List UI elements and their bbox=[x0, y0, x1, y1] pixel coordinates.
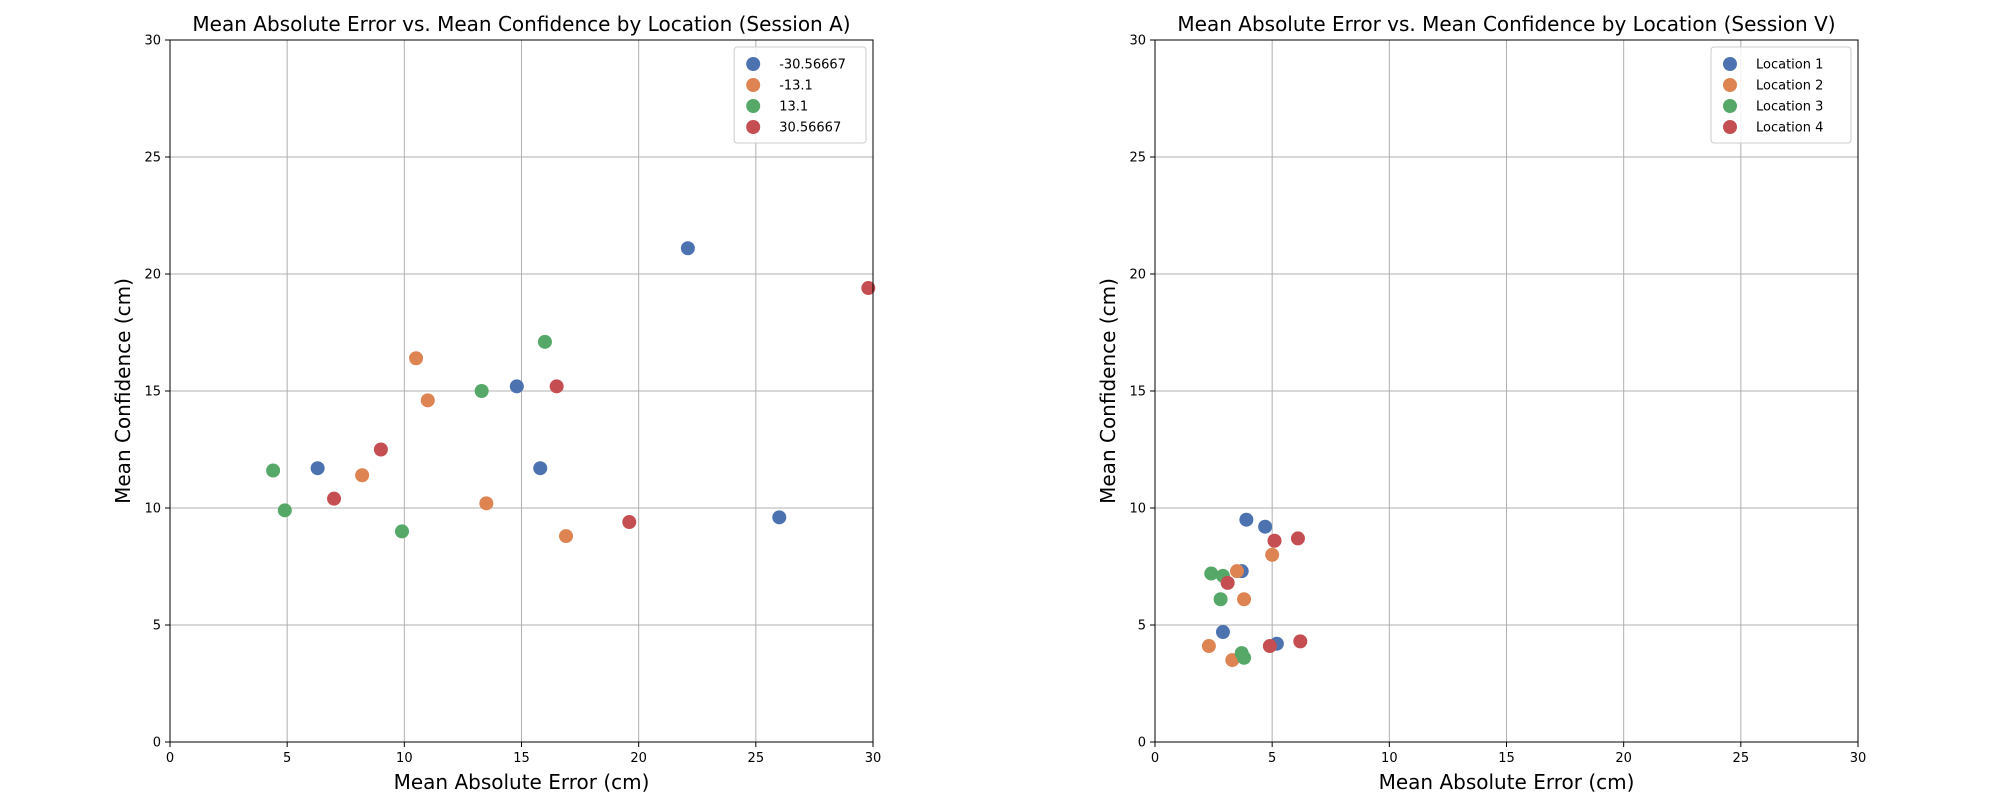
data-point bbox=[533, 461, 548, 476]
x-tick-label: 10 bbox=[396, 751, 413, 766]
y-axis-label: Mean Confidence (cm) bbox=[111, 278, 135, 504]
data-point bbox=[420, 393, 435, 408]
y-tick-label: 5 bbox=[153, 619, 161, 634]
y-tick-label: 0 bbox=[153, 736, 161, 751]
legend-label: Location 2 bbox=[1756, 79, 1823, 94]
data-point bbox=[680, 241, 695, 256]
data-point bbox=[409, 351, 424, 366]
x-tick-label: 15 bbox=[1498, 751, 1515, 766]
data-point bbox=[509, 379, 524, 394]
legend-label: Location 3 bbox=[1756, 100, 1823, 115]
x-tick-label: 25 bbox=[748, 751, 765, 766]
chart-panel-2: 0 5 10 15 20 25 30 0 5 10 15 20 25 30 Mean Absolute Er… bbox=[1096, 12, 1866, 794]
y-tick-label: 30 bbox=[144, 34, 161, 49]
plot-frame bbox=[1154, 39, 1859, 743]
y-tick-label: 15 bbox=[144, 385, 161, 400]
y-tick-label: 10 bbox=[144, 502, 161, 517]
chart-title: Mean Absolute Error vs. Mean Confidence … bbox=[192, 12, 850, 36]
y-tick-label: 5 bbox=[1138, 619, 1146, 634]
legend-label: Location 4 bbox=[1756, 121, 1823, 136]
data-point bbox=[266, 463, 281, 478]
legend-label: Location 1 bbox=[1756, 58, 1823, 73]
y-tick-label: 20 bbox=[1129, 268, 1146, 283]
legend-label: 30.56667 bbox=[779, 121, 841, 136]
x-tick-label: 0 bbox=[1151, 751, 1159, 766]
data-point bbox=[479, 496, 494, 511]
legend: -30.56667 -13.1 13.1 30.56667 bbox=[733, 46, 867, 144]
data-point bbox=[474, 384, 489, 398]
x-axis-label: Mean Absolute Error (cm) bbox=[1379, 770, 1635, 794]
data-point bbox=[1237, 592, 1252, 607]
x-tick-label: 5 bbox=[1268, 751, 1276, 766]
data-point bbox=[1204, 566, 1219, 581]
y-tick-label: 30 bbox=[1129, 34, 1146, 49]
data-point bbox=[1213, 592, 1228, 607]
data-point bbox=[1215, 625, 1230, 640]
x-tick-label: 15 bbox=[513, 751, 530, 766]
x-axis-label: Mean Absolute Error (cm) bbox=[394, 770, 650, 794]
y-tick-label: 0 bbox=[1138, 736, 1146, 751]
data-point bbox=[355, 468, 370, 483]
x-tick-label: 30 bbox=[1850, 751, 1867, 766]
plot-frame bbox=[169, 39, 874, 743]
data-point bbox=[1265, 547, 1280, 562]
legend-label: -30.56667 bbox=[779, 58, 846, 73]
y-tick-label: 25 bbox=[1129, 151, 1146, 166]
x-tick-label: 20 bbox=[630, 751, 647, 766]
legend-box bbox=[1710, 46, 1852, 144]
y-axis-label: Mean Confidence (cm) bbox=[1096, 278, 1120, 504]
data-point bbox=[1201, 639, 1216, 654]
x-tick-label: 0 bbox=[166, 751, 174, 766]
data-point bbox=[559, 529, 574, 544]
data-point bbox=[373, 442, 388, 457]
x-tick-label: 25 bbox=[1733, 751, 1750, 766]
data-point bbox=[1237, 650, 1252, 665]
legend-label: -13.1 bbox=[779, 79, 813, 94]
legend-marker bbox=[746, 78, 761, 92]
data-point bbox=[1220, 575, 1235, 590]
data-point bbox=[861, 281, 876, 296]
legend-marker bbox=[1723, 120, 1737, 134]
data-point bbox=[549, 379, 564, 394]
data-point bbox=[772, 510, 787, 525]
data-point bbox=[1230, 564, 1245, 579]
y-tick-label: 15 bbox=[1129, 385, 1146, 400]
legend-marker bbox=[1723, 57, 1737, 71]
y-tick-label: 10 bbox=[1129, 502, 1146, 517]
legend-marker bbox=[746, 99, 761, 113]
data-point bbox=[1293, 634, 1308, 649]
data-point bbox=[394, 524, 409, 539]
data-point bbox=[1267, 533, 1282, 548]
y-tick-label: 25 bbox=[144, 151, 161, 166]
x-tick-label: 10 bbox=[1381, 751, 1398, 766]
legend-marker bbox=[1723, 99, 1737, 113]
data-point bbox=[1262, 639, 1277, 654]
x-tick-label: 5 bbox=[283, 751, 291, 766]
legend-marker bbox=[1723, 78, 1737, 92]
legend-box bbox=[733, 46, 867, 144]
data-point bbox=[1239, 512, 1254, 527]
data-point bbox=[1290, 531, 1305, 546]
y-tick-label: 20 bbox=[144, 268, 161, 283]
x-tick-label: 30 bbox=[865, 751, 882, 766]
legend: Location 1 Location 2 Location 3 Location 4 bbox=[1710, 46, 1852, 144]
data-point bbox=[1258, 519, 1273, 534]
data-point bbox=[310, 461, 325, 476]
legend-marker bbox=[746, 57, 761, 71]
data-point bbox=[327, 491, 342, 506]
data-point bbox=[622, 515, 637, 530]
x-tick-label: 20 bbox=[1615, 751, 1632, 766]
data-point bbox=[537, 334, 552, 349]
chart-title: Mean Absolute Error vs. Mean Confidence … bbox=[1177, 12, 1835, 36]
data-point bbox=[277, 503, 292, 518]
legend-label: 13.1 bbox=[779, 100, 808, 115]
legend-marker bbox=[746, 120, 761, 134]
chart-panel-1: 0 5 10 15 20 25 30 0 5 10 15 20 25 30 Mean Absolute Er… bbox=[111, 12, 881, 794]
